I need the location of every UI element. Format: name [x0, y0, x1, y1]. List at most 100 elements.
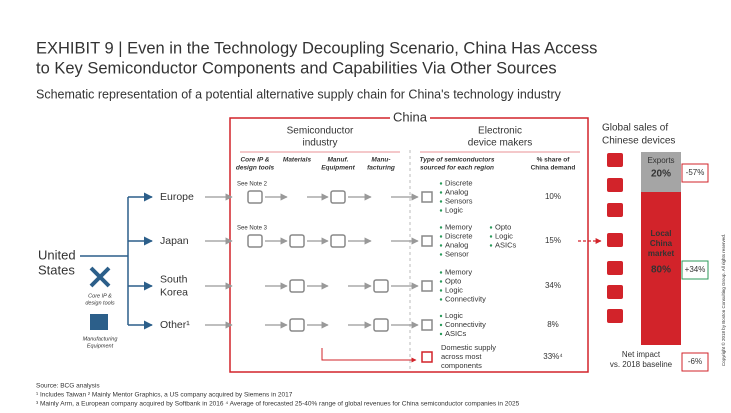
change: -57%	[686, 168, 705, 177]
icon	[373, 279, 389, 293]
device-icon	[607, 153, 623, 167]
icon	[247, 190, 263, 204]
label: Chinese devices	[602, 136, 675, 147]
chip-icon	[421, 191, 433, 203]
label-bg	[390, 110, 430, 126]
domestic: Domestic supply	[441, 343, 496, 352]
share: 33%⁴	[543, 352, 563, 361]
type: Logic	[445, 311, 463, 320]
type: Opto	[495, 222, 511, 231]
label: market	[648, 249, 675, 258]
bullet	[439, 235, 443, 238]
label: Manuf.	[328, 157, 349, 164]
china-label: China	[393, 109, 428, 124]
bullet	[489, 244, 493, 247]
equipment-icon	[90, 314, 108, 330]
bullet	[439, 182, 443, 185]
title: to Key Semiconductor Components and Capa…	[36, 59, 557, 77]
local-bar	[641, 192, 681, 345]
label: sourced for each region	[420, 165, 494, 172]
region: Europe	[160, 191, 194, 203]
bullet	[439, 244, 443, 247]
change: +34%	[685, 265, 706, 274]
bullet	[439, 200, 443, 203]
type: Logic	[445, 205, 463, 214]
chip-icon	[421, 319, 433, 331]
icon	[330, 234, 346, 248]
bullet	[439, 323, 443, 327]
change-box	[681, 163, 709, 183]
bullet	[489, 235, 493, 238]
type: Sensor	[445, 249, 469, 258]
type: Logic	[445, 285, 463, 294]
device-icon	[607, 309, 623, 323]
region: South	[160, 273, 188, 285]
bullet	[439, 271, 443, 274]
type: ASICs	[445, 329, 467, 338]
label: device makers	[468, 138, 532, 149]
label: China	[650, 239, 673, 248]
label: Core IP &	[240, 157, 269, 164]
type: Analog	[445, 187, 468, 196]
chip-icon	[421, 280, 433, 292]
bullet	[439, 332, 443, 336]
type: Discrete	[445, 231, 473, 240]
bullet	[489, 226, 493, 229]
icon	[289, 234, 305, 248]
icon	[330, 190, 346, 204]
change: -6%	[688, 357, 702, 366]
region: Other¹	[160, 319, 190, 331]
bullet	[439, 209, 443, 212]
bullet	[439, 226, 443, 229]
bullet	[439, 280, 443, 283]
footnote: Source: BCG analysis	[36, 383, 100, 390]
footnote: ³ Mainly Arm, a European company acquire…	[36, 401, 520, 408]
domestic-arrow	[321, 348, 417, 363]
bullet	[439, 253, 443, 256]
device-icon	[607, 178, 623, 192]
type: Discrete	[445, 178, 473, 187]
label: Type of semiconductors	[420, 157, 495, 164]
domestic: across most	[441, 352, 482, 361]
share: 15%	[545, 236, 561, 245]
icon	[373, 318, 389, 332]
label: Manu-	[371, 157, 390, 164]
label: industry	[302, 138, 337, 149]
label: Semiconductor	[287, 126, 354, 137]
label: design tools	[236, 165, 275, 172]
type: Opto	[445, 276, 461, 285]
type: Analog	[445, 240, 468, 249]
region: Korea	[160, 286, 188, 298]
device-icon	[607, 203, 623, 217]
label: Manufacturing	[83, 336, 119, 342]
title: EXHIBIT 9 | Even in the Technology Decou…	[36, 39, 597, 57]
copyright: Copyright © 2018 by Boston Consulting Gr…	[720, 234, 726, 366]
label: facturing	[367, 165, 395, 172]
domestic: components	[441, 361, 482, 370]
note: See Note 3	[237, 226, 268, 232]
bullet	[439, 191, 443, 194]
label: China demand	[531, 165, 576, 172]
share: 8%	[547, 320, 559, 329]
type: Sensors	[445, 196, 473, 205]
device-icon	[607, 261, 623, 275]
label: % share of	[537, 157, 571, 164]
type: Memory	[445, 267, 472, 276]
share: 10%	[545, 192, 561, 201]
label: 80%	[651, 265, 671, 276]
label: Electronic	[478, 126, 522, 137]
label: Equipment	[321, 165, 355, 172]
type: Logic	[495, 231, 513, 240]
type: Connectivity	[445, 320, 486, 329]
label: design tools	[85, 300, 115, 306]
device-icon	[607, 233, 623, 247]
bullet	[439, 298, 443, 301]
tools-icon	[89, 266, 111, 288]
origin: States	[38, 262, 75, 277]
footnote: ¹ Includes Taiwan ² Mainly Mentor Graphi…	[36, 392, 293, 399]
label: Net impact	[622, 350, 661, 359]
change-box	[681, 352, 709, 372]
exports-bar	[641, 152, 681, 192]
label: Core IP &	[88, 293, 112, 299]
